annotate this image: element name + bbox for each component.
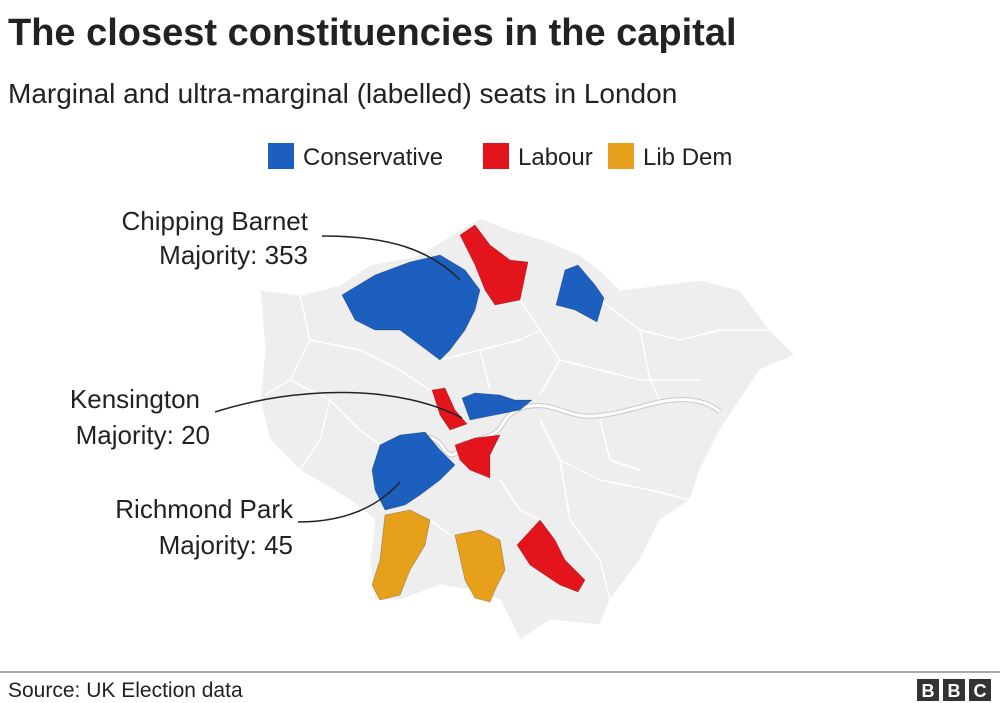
seat bbox=[371, 509, 431, 601]
logo-letter: B bbox=[922, 681, 935, 701]
seat bbox=[454, 434, 501, 479]
legend-swatch bbox=[268, 143, 294, 169]
logo-block bbox=[917, 679, 939, 701]
legend: Conservative Labour Lib Dem bbox=[268, 143, 732, 171]
borough-boundaries bbox=[264, 294, 770, 601]
annotations: Chipping Barnet Majority: 353 Kensington… bbox=[70, 206, 309, 560]
seat bbox=[555, 264, 605, 323]
seat-majority: Majority: 20 bbox=[76, 420, 210, 450]
legend-label: Lib Dem bbox=[643, 144, 732, 171]
seat bbox=[461, 392, 533, 421]
london-map bbox=[259, 217, 796, 641]
seat bbox=[454, 529, 506, 603]
leader-lines bbox=[214, 235, 463, 523]
source: Source: UK Election data bbox=[8, 679, 243, 702]
bbc-logo: B B C bbox=[917, 679, 991, 701]
title: The closest constituencies in the capita… bbox=[8, 12, 737, 54]
legend-label: Labour bbox=[518, 144, 593, 171]
leader-line bbox=[297, 481, 401, 523]
legend-swatch bbox=[608, 143, 634, 169]
legend-label: Conservative bbox=[303, 144, 443, 171]
seat bbox=[459, 224, 529, 306]
seat-name: Kensington bbox=[70, 384, 200, 414]
seat-name: Chipping Barnet bbox=[122, 206, 309, 236]
seat-majority: Majority: 45 bbox=[159, 530, 293, 560]
leader-line bbox=[214, 391, 463, 419]
london-outline bbox=[259, 217, 796, 641]
legend-swatch bbox=[483, 143, 509, 169]
logo-letter: C bbox=[974, 681, 987, 701]
seat bbox=[371, 431, 456, 511]
logo-block bbox=[943, 679, 965, 701]
seat bbox=[516, 519, 586, 593]
subtitle: Marginal and ultra-marginal (labelled) s… bbox=[8, 78, 677, 109]
seat bbox=[431, 387, 468, 431]
leader-line bbox=[321, 235, 461, 281]
logo-letter: B bbox=[948, 681, 961, 701]
seat-majority: Majority: 353 bbox=[159, 240, 308, 270]
seat bbox=[341, 254, 481, 361]
logo-block bbox=[969, 679, 991, 701]
seat-name: Richmond Park bbox=[115, 494, 294, 524]
